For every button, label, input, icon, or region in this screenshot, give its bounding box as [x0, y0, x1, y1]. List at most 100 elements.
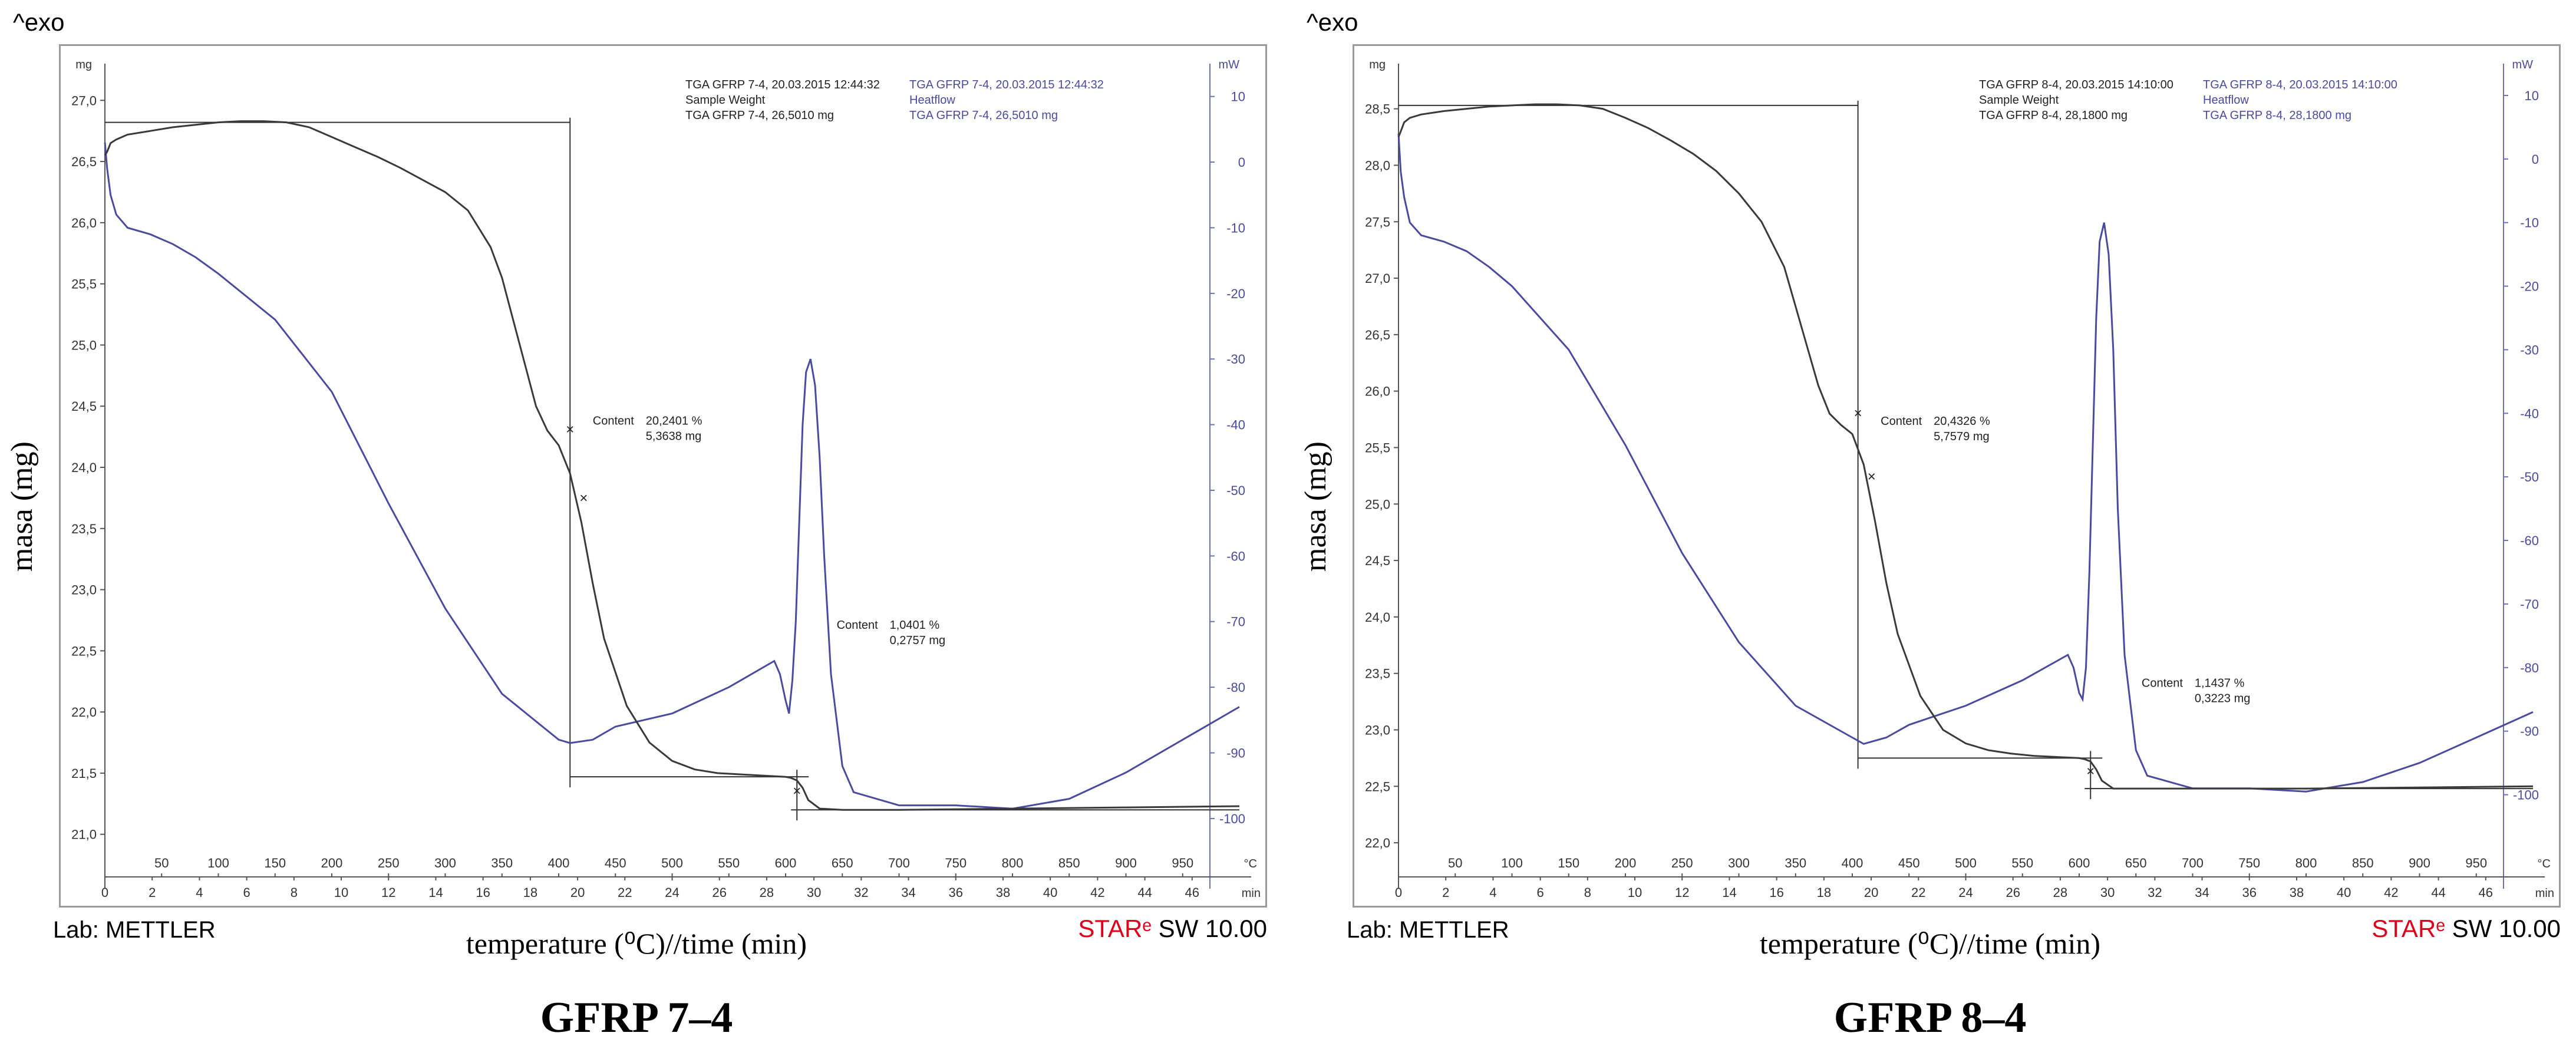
temp-tick-label: 100: [1501, 856, 1523, 870]
inflection-marker: ×: [566, 422, 574, 438]
temp-tick-label: 950: [1172, 856, 1193, 870]
annotation-step1-percent: 20,2401 %: [646, 414, 702, 427]
legend-heatflow-line: Heatflow: [2203, 94, 2249, 107]
y-tick-label: 26,0: [1365, 384, 1390, 399]
y2-tick-label: -10: [2520, 216, 2539, 230]
temp-tick-label: 500: [661, 856, 683, 870]
exo-label: ^exo: [1307, 8, 1358, 36]
time-tick-label: 18: [1817, 885, 1831, 900]
chart-panel-gfrp-8-4: ^exo masa (mg) mg 28,5 28,0 27,5 27,0 26,5 26,…: [1294, 0, 2567, 1059]
annotation-step2-percent: 1,0401 %: [890, 619, 940, 632]
annotation-step2-title: Content: [837, 619, 878, 632]
y-axis-title: masa (mg): [1299, 441, 1332, 572]
plot-frame: mg 28,5 28,0 27,5 27,0 26,5 26,0 25,5 25,0 24,5 24…: [1353, 44, 2561, 908]
y-tick-label: 22,0: [1365, 836, 1390, 850]
time-unit-label: min: [1242, 887, 1261, 900]
annotation-step1-title: Content: [1881, 415, 1922, 428]
time-tick-label: 8: [291, 885, 298, 900]
time-tick-label: 24: [665, 885, 679, 900]
temp-tick-label: 350: [491, 856, 513, 870]
y-tick-label: 22,5: [71, 644, 97, 658]
temp-tick-label: 450: [1898, 856, 1920, 870]
time-tick-label: 28: [2053, 885, 2067, 900]
inflection-marker: ×: [2086, 763, 2095, 779]
time-tick-label: 14: [428, 885, 443, 900]
temp-tick-label: 350: [1785, 856, 1806, 870]
y-tick-label: 28,5: [1365, 102, 1390, 117]
temp-tick-label: 500: [1955, 856, 1977, 870]
annotation-step1-percent: 20,4326 %: [1934, 415, 1990, 428]
y2-tick-label: -100: [2513, 788, 2539, 803]
temp-tick-label: 800: [1002, 856, 1024, 870]
y-tick-label: 27,0: [1365, 271, 1390, 286]
y2-tick-label: -60: [2520, 533, 2539, 548]
legend-heatflow-line: TGA GFRP 8-4, 20.03.2015 14:10:00: [2203, 78, 2397, 91]
time-tick-label: 10: [334, 885, 348, 900]
plot-frame: mg 27,0 26,5 26,0 25,5 25,0 24,5 24,0 23,5 23,0 22…: [59, 44, 1267, 908]
heatflow-curve: [1397, 133, 2534, 793]
temp-tick-label: 750: [2238, 856, 2260, 870]
y-axis-unit: mg: [75, 58, 92, 71]
temp-unit-label: °C: [2538, 857, 2551, 870]
temp-tick-label: 50: [1448, 856, 1462, 870]
y-tick-label: 22,5: [1365, 779, 1390, 794]
time-tick-label: 46: [2479, 885, 2493, 900]
temp-tick-label: 150: [264, 856, 286, 870]
temp-tick-label: 200: [1615, 856, 1637, 870]
y2-axis-unit: mW: [1218, 58, 1239, 71]
mass-curve: [104, 120, 1240, 811]
y-tick-label: 27,5: [1365, 215, 1390, 229]
x-axis-title: temperature (⁰C)//time (min): [466, 927, 807, 960]
y2-tick-label: -100: [1219, 811, 1245, 826]
annotation-step1-title: Content: [593, 414, 634, 427]
inflection-marker: ×: [1868, 469, 1876, 484]
time-tick-label: 26: [2006, 885, 2020, 900]
legend-mass-line: TGA GFRP 8-4, 20.03.2015 14:10:00: [1979, 78, 2173, 91]
y-tick-label: 25,5: [71, 277, 97, 292]
time-tick-label: 44: [1137, 885, 1152, 900]
temp-tick-label: 600: [2069, 856, 2090, 870]
y-tick-label: 24,0: [71, 460, 97, 475]
y-tick-label: 23,0: [71, 583, 97, 598]
time-unit-label: min: [2535, 887, 2554, 900]
time-tick-label: 12: [1675, 885, 1689, 900]
time-tick-label: 10: [1628, 885, 1642, 900]
temp-tick-label: 800: [2295, 856, 2317, 870]
temp-tick-label: 900: [2409, 856, 2430, 870]
annotation-step2-mass: 0,2757 mg: [890, 634, 946, 647]
y-tick-label: 25,0: [71, 338, 97, 352]
time-tick-label: 36: [949, 885, 963, 900]
y2-tick-label: -70: [1226, 615, 1245, 629]
y2-tick-label: 0: [2532, 152, 2539, 167]
y-tick-label: 23,0: [1365, 723, 1390, 737]
y2-tick-label: -90: [1226, 746, 1245, 761]
time-tick-label: 34: [901, 885, 915, 900]
temp-tick-label: 250: [1671, 856, 1693, 870]
y2-tick-label: -30: [1226, 352, 1245, 367]
time-tick-label: 30: [807, 885, 821, 900]
time-tick-label: 22: [1911, 885, 1925, 900]
time-tick-label: 22: [618, 885, 632, 900]
y2-tick-label: -50: [2520, 470, 2539, 484]
time-tick-label: 34: [2195, 885, 2209, 900]
temp-tick-label: 850: [1058, 856, 1080, 870]
annotation-step1-mass: 5,7579 mg: [1934, 430, 1990, 443]
temp-tick-label: 300: [1728, 856, 1750, 870]
temp-tick-label: 650: [2125, 856, 2147, 870]
y-axis-unit: mg: [1369, 58, 1386, 71]
legend-mass-line: Sample Weight: [685, 94, 766, 107]
brand-star: STARᵉ: [2371, 915, 2445, 942]
time-tick-label: 0: [101, 885, 108, 900]
y2-tick-label: -60: [1226, 549, 1245, 563]
time-tick-label: 44: [2431, 885, 2445, 900]
temp-tick-label: 600: [775, 856, 797, 870]
heatflow-curve: [104, 142, 1240, 810]
time-tick-label: 20: [570, 885, 585, 900]
y2-tick-label: 10: [1231, 90, 1245, 104]
y-tick-label: 21,5: [71, 766, 97, 781]
inflection-marker: ×: [793, 783, 801, 799]
y2-tick-label: -80: [1226, 680, 1245, 695]
time-tick-label: 24: [1958, 885, 1973, 900]
y-tick-label: 24,5: [71, 399, 97, 414]
y-tick-label: 25,5: [1365, 440, 1390, 455]
